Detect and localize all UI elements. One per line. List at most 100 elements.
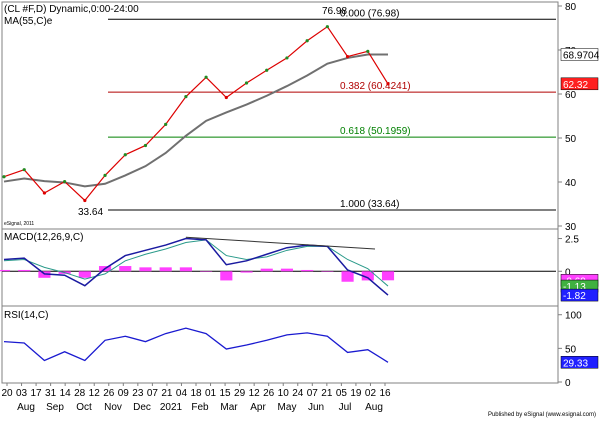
published-by: Published by eSignal (www.esignal.com)	[488, 412, 596, 418]
x-month-label: Mar	[220, 402, 238, 413]
macd-hist-bar	[280, 268, 294, 272]
price-point	[42, 191, 47, 195]
value-tag-price-text: 62.32	[563, 80, 588, 91]
x-day-label: 20	[1, 388, 13, 399]
value-tag-ma-text: 68.9704	[563, 51, 600, 62]
axes: 8070605040302.50100500200317311428122609…	[1, 2, 582, 413]
macd-legend: MACD(12,26,9,C)	[4, 232, 83, 243]
macd-hist-bar	[361, 271, 374, 281]
price-point	[83, 198, 87, 203]
x-day-label: 31	[45, 388, 57, 399]
x-month-label: Nov	[104, 402, 122, 413]
value-tag-rsi-text: 29.33	[563, 358, 588, 369]
x-day-label: 04	[176, 388, 188, 399]
macd-hist-bar	[220, 271, 233, 281]
value-tag-rsi	[560, 356, 599, 369]
price-point	[345, 55, 350, 59]
x-day-label: 26	[263, 388, 275, 399]
x-day-label: 18	[190, 388, 202, 399]
rsi-series	[3, 327, 389, 363]
price-tick-label: 30	[565, 222, 577, 233]
macd-hist-bar	[341, 271, 354, 282]
x-day-label: 24	[292, 388, 304, 399]
macd-tick-label: 2.5	[565, 235, 579, 246]
fib-levels: 0.000 (76.98) 0.382 (60.4241) 0.618 (50.19…	[108, 8, 556, 211]
low-annotation: 33.64	[78, 207, 103, 218]
price-point	[123, 153, 127, 157]
price-point	[63, 179, 67, 184]
x-day-label: 03	[16, 388, 28, 399]
price-point	[285, 56, 289, 60]
high-annotation: 76.98	[322, 6, 347, 17]
price-series	[2, 25, 390, 203]
x-day-label: 15	[220, 388, 232, 399]
macd-hist-bar	[0, 269, 11, 272]
price-point	[366, 49, 370, 53]
x-day-label: 05	[336, 388, 348, 399]
x-day-label: 26	[103, 388, 115, 399]
price-point	[103, 173, 107, 177]
x-day-label: 21	[321, 388, 333, 399]
price-line	[3, 25, 389, 202]
price-tick-label: 40	[565, 178, 577, 189]
x-day-label: 07	[307, 388, 319, 399]
price-point	[325, 25, 329, 29]
macd-hist-bar	[301, 269, 314, 272]
x-day-label: 01	[205, 388, 217, 399]
rsi-line	[3, 327, 389, 363]
price-point	[204, 75, 208, 79]
macd-hist-bar	[200, 271, 213, 272]
watermark: eSignal, 2011	[4, 221, 34, 227]
macd-tick-label: 0	[565, 267, 571, 278]
x-day-label: 19	[350, 388, 362, 399]
x-day-label: 16	[379, 388, 391, 399]
rsi-tick-label: 0	[565, 378, 571, 389]
ma-legend: MA(55,C)e	[4, 16, 53, 27]
x-day-label: 10	[278, 388, 290, 399]
x-day-label: 23	[132, 388, 144, 399]
rsi-legend: RSI(14,C)	[4, 310, 48, 321]
rsi-tick-label: 50	[565, 344, 577, 355]
fib-label: 0.382 (60.4241)	[340, 81, 411, 92]
x-month-label: Aug	[17, 402, 35, 413]
x-month-label: Jul	[339, 402, 352, 413]
x-month-label: Feb	[191, 402, 209, 413]
rsi-tick-label: 100	[565, 311, 582, 322]
price-point	[2, 175, 6, 179]
macd-hist-bar	[78, 271, 91, 278]
ma-line	[3, 53, 388, 188]
price-point	[184, 95, 188, 99]
x-day-label: 09	[118, 388, 130, 399]
x-month-label: Aug	[365, 402, 383, 413]
macd-hist-bar	[139, 267, 152, 272]
value-tag-macd	[560, 288, 599, 302]
value-tag-macd-text: -1.82	[563, 291, 586, 302]
fib-label: 0.000 (76.98)	[340, 8, 400, 19]
price-point	[305, 39, 309, 43]
price-point	[386, 82, 390, 86]
macd-hist-bar	[119, 266, 132, 272]
x-day-label: 07	[147, 388, 159, 399]
price-point	[143, 143, 148, 148]
x-month-label: Dec	[133, 402, 151, 413]
price-point	[244, 81, 249, 85]
x-month-label: Sep	[46, 402, 64, 413]
macd-trendline	[185, 236, 376, 250]
macd-hist-bar	[321, 271, 334, 272]
fib-label: 1.000 (33.64)	[340, 199, 400, 210]
macd-series	[0, 236, 556, 296]
price-point	[224, 95, 228, 100]
price-point	[22, 168, 26, 172]
x-day-label: 17	[31, 388, 43, 399]
x-day-label: 29	[234, 388, 246, 399]
price-tick-label: 60	[565, 90, 577, 101]
x-month-label: 2021	[160, 402, 183, 413]
x-day-label: 14	[60, 388, 72, 399]
price-point	[265, 68, 269, 72]
fib-label: 0.618 (50.1959)	[340, 126, 411, 137]
value-tag-ma	[560, 48, 599, 61]
macd-hist-bar	[179, 267, 192, 272]
